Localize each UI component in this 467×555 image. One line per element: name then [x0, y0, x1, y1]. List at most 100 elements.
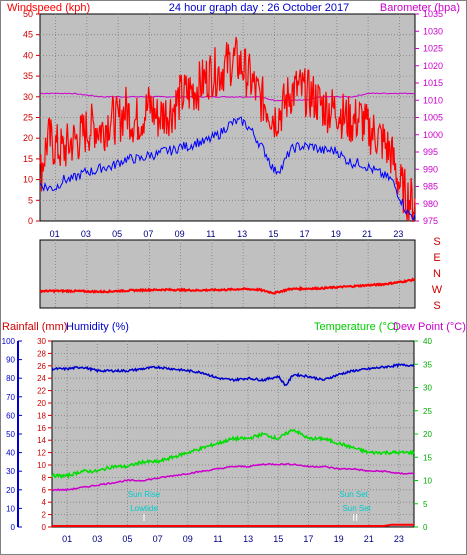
- rain-ytick-label: 16: [37, 424, 46, 433]
- temp-ytick-label: 20: [423, 430, 432, 439]
- baro-ytick-label: 985: [423, 182, 438, 192]
- baro-ytick-label: 1025: [423, 44, 443, 54]
- wind-ytick-label: 30: [23, 92, 33, 102]
- direction-line: [39, 277, 416, 295]
- temperature-line: [51, 428, 415, 480]
- baro-ytick-label: 1030: [423, 26, 443, 36]
- temp-ytick-label: 0: [423, 523, 428, 532]
- humidity-ytick-label: 40: [6, 449, 15, 458]
- sun-annotation-label: Sun Set: [342, 504, 371, 513]
- wind-ytick-label: 40: [23, 50, 33, 60]
- temp-ytick-label: 15: [423, 453, 432, 462]
- wind-ytick-label: 5: [28, 195, 33, 205]
- wind-xtick-label: 13: [237, 229, 247, 239]
- climate-xtick-label: 23: [394, 534, 404, 544]
- climate-xtick-label: 05: [122, 534, 132, 544]
- direction-label: W: [432, 284, 443, 296]
- baro-ytick-label: 1005: [423, 113, 443, 123]
- direction-panel: [39, 239, 416, 309]
- climate-xtick-label: 15: [273, 534, 283, 544]
- wind-xtick-label: 15: [268, 229, 278, 239]
- climate-xtick-label: 01: [62, 534, 72, 544]
- axes-layer: 0510152025303540455097598098599099510001…: [2, 9, 443, 544]
- humidity-ytick-label: 50: [6, 430, 15, 439]
- direction-label: N: [433, 268, 441, 280]
- wind-ytick-label: 45: [23, 30, 33, 40]
- direction-label: S: [433, 236, 440, 248]
- sun-annotation-label: Lowtide: [130, 504, 158, 513]
- rain-ytick-label: 0: [42, 523, 47, 532]
- humidity-ytick-label: 90: [6, 356, 15, 365]
- baro-ytick-label: 1020: [423, 61, 443, 71]
- rain-ytick-label: 18: [37, 411, 46, 420]
- wind-xtick-label: 17: [300, 229, 310, 239]
- wind-xtick-label: 07: [143, 229, 153, 239]
- rain-ytick-label: 6: [42, 486, 47, 495]
- humidity-ytick-label: 70: [6, 393, 15, 402]
- rain-ytick-label: 20: [37, 399, 46, 408]
- wind-ytick-label: 50: [23, 9, 33, 19]
- temperature-legend: Temperature (°C): [314, 321, 398, 333]
- wind-xtick-label: 19: [331, 229, 341, 239]
- temp-ytick-label: 40: [423, 337, 432, 346]
- temp-ytick-label: 5: [423, 500, 428, 509]
- annotation-layer: Sun Rise Lowtide Sun Set Sun Set: [128, 490, 372, 521]
- humidity-ytick-label: 0: [11, 523, 16, 532]
- humidity-ytick-label: 20: [6, 486, 15, 495]
- rain-ytick-label: 24: [37, 374, 46, 383]
- rain-ytick-label: 4: [42, 498, 47, 507]
- climate-xtick-label: 13: [243, 534, 253, 544]
- climate-xtick-label: 21: [364, 534, 374, 544]
- humidity-ytick-label: 100: [2, 337, 16, 346]
- temp-ytick-label: 35: [423, 360, 432, 369]
- wind-ytick-label: 10: [23, 175, 33, 185]
- series-layer: [39, 36, 416, 527]
- humidity-ytick-label: 30: [6, 467, 15, 476]
- rain-ytick-label: 14: [37, 436, 46, 445]
- climate-xtick-label: 19: [334, 534, 344, 544]
- climate-xtick-label: 17: [303, 534, 313, 544]
- temp-ytick-label: 25: [423, 407, 432, 416]
- sun-annotation-label: Sun Rise: [128, 490, 161, 499]
- wind-xtick-label: 21: [362, 229, 372, 239]
- humidity-ytick-label: 10: [6, 504, 15, 513]
- baro-ytick-label: 990: [423, 164, 438, 174]
- wind-ytick-label: 35: [23, 71, 33, 81]
- baro-ytick-label: 975: [423, 216, 438, 226]
- baro-ytick-label: 995: [423, 147, 438, 157]
- wind-xtick-label: 03: [81, 229, 91, 239]
- wind-ytick-label: 20: [23, 133, 33, 143]
- chart-title: 24 hour graph day : 26 October 2017: [169, 2, 349, 14]
- direction-label: E: [433, 252, 440, 264]
- temp-ytick-label: 10: [423, 477, 432, 486]
- humidity-legend: Humidity (%): [66, 321, 129, 333]
- rain-ytick-label: 22: [37, 387, 46, 396]
- baro-ytick-label: 1000: [423, 130, 443, 140]
- humidity-ytick-label: 80: [6, 374, 15, 383]
- gust-line: [39, 116, 416, 220]
- rainfall-legend: Rainfall (mm): [2, 321, 67, 333]
- baro-ytick-label: 1015: [423, 78, 443, 88]
- wind-xtick-label: 23: [393, 229, 403, 239]
- dewpoint-line: [51, 462, 415, 492]
- wind-ytick-label: 15: [23, 154, 33, 164]
- rain-ytick-label: 8: [42, 473, 47, 482]
- humidity-ytick-label: 60: [6, 411, 15, 420]
- wind-ytick-label: 0: [28, 216, 33, 226]
- baro-ytick-label: 1010: [423, 95, 443, 105]
- wind-xtick-label: 05: [112, 229, 122, 239]
- wind-xtick-label: 01: [50, 229, 60, 239]
- sun-annotation-label: Sun Set: [339, 490, 368, 499]
- dewpoint-legend: Dew Point (°C): [393, 321, 466, 333]
- windspeed-line: [39, 36, 416, 223]
- wind-xtick-label: 09: [175, 229, 185, 239]
- temp-ytick-label: 30: [423, 384, 432, 393]
- rain-ytick-label: 10: [37, 461, 46, 470]
- rainfall-line: [52, 523, 414, 527]
- rain-ytick-label: 28: [37, 349, 46, 358]
- humidity-line: [51, 363, 415, 387]
- windspeed-axis-title: Windspeed (kph): [7, 2, 90, 14]
- barometer-axis-title: Barometer (hpa): [380, 2, 460, 14]
